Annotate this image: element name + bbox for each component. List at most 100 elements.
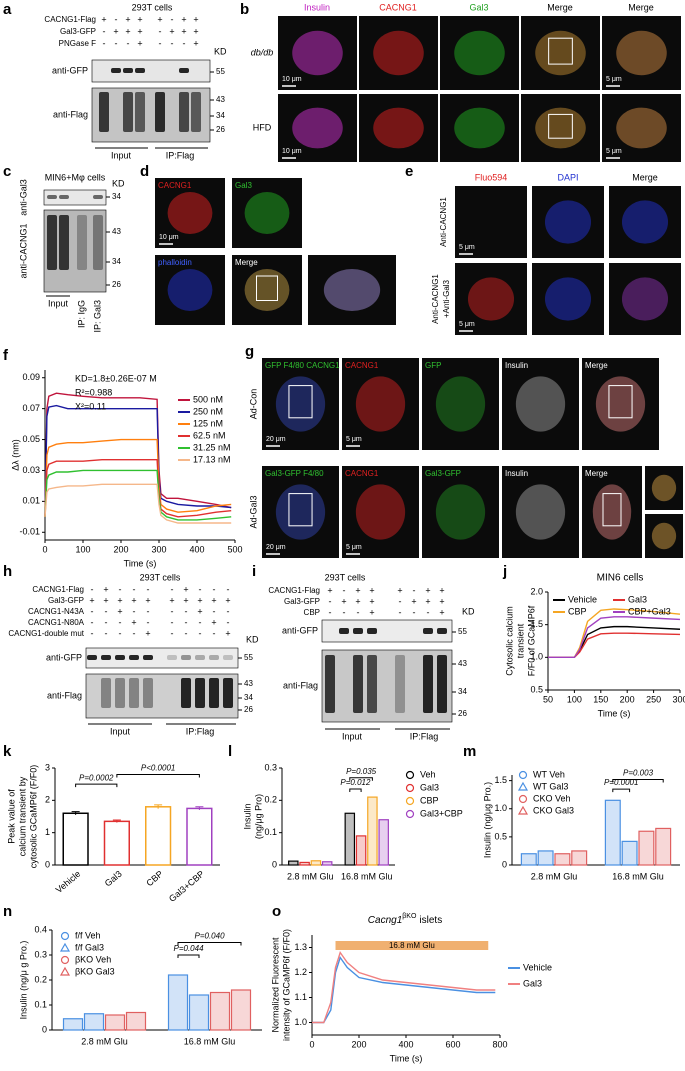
bar	[537, 850, 554, 866]
scale-label: 10 μm	[282, 76, 302, 83]
panel-letter: n	[3, 903, 12, 920]
line-series	[44, 483, 232, 524]
condition-sign: +	[439, 607, 444, 617]
blot-header: MIN6+Mφ cells	[45, 172, 106, 182]
antibody-label: anti-GFP	[282, 625, 318, 635]
condition-sign: +	[411, 596, 416, 606]
legend-label: CKO Gal3	[533, 805, 574, 815]
p-value: P=0.0001	[604, 778, 638, 787]
panel-letter: k	[3, 743, 12, 760]
y-tick-label: 1.3	[294, 942, 307, 952]
line-series	[44, 469, 232, 521]
condition-sign: -	[343, 585, 346, 595]
marker-label: 34	[458, 687, 467, 696]
legend-label: f/f Veh	[75, 930, 101, 940]
bar	[571, 850, 588, 866]
blot-band	[367, 655, 377, 713]
blot-band	[143, 655, 153, 660]
row-label: +Anti-Gal3	[442, 279, 451, 318]
y-tick-label: 0.5	[530, 684, 543, 694]
condition-label: CACNG1-Flag	[44, 15, 96, 24]
condition-sign: -	[213, 606, 216, 616]
y-tick-label: 2	[45, 795, 50, 805]
y-tick-label: 0.3	[264, 762, 277, 772]
zoom-box	[602, 493, 622, 527]
x-tick-label: 2.8 mM Glu	[81, 1036, 128, 1046]
condition-sign: +	[369, 607, 374, 617]
legend-label: CKO Veh	[533, 793, 571, 803]
x-tick-label: 500	[227, 544, 242, 554]
blot-band	[59, 215, 69, 270]
zoom-box	[608, 385, 633, 419]
condition-sign: -	[413, 585, 416, 595]
legend-label: Vehicle	[568, 594, 597, 604]
condition-sign: +	[225, 628, 230, 638]
condition-sign: -	[185, 617, 188, 627]
significance-bracket	[349, 788, 362, 793]
legend-marker	[405, 770, 415, 780]
condition-sign: -	[171, 38, 174, 48]
group-label: IP:Flag	[410, 731, 439, 741]
condition-sign: -	[171, 617, 174, 627]
cell-signal	[515, 484, 566, 540]
condition-sign: +	[181, 26, 186, 36]
scale-label: 5 μm	[459, 244, 475, 251]
legend-marker	[60, 931, 70, 941]
column-label: Insulin	[304, 2, 330, 12]
condition-sign: +	[197, 606, 202, 616]
cell-signal	[435, 376, 486, 432]
condition-sign: +	[425, 585, 430, 595]
condition-sign: +	[369, 596, 374, 606]
channel-label: GFP F4/80 CACNG1	[265, 361, 340, 370]
channel-label: Gal3	[235, 181, 252, 190]
y-tick-label: 0.4	[34, 924, 47, 934]
legend-label: Vehicle	[523, 962, 552, 972]
column-label: Merge	[632, 172, 658, 182]
bar	[167, 974, 189, 1031]
condition-sign: +	[137, 26, 142, 36]
panel-letter: o	[272, 903, 281, 920]
cell-signal	[616, 30, 667, 76]
group-label: IP:Flag	[186, 726, 215, 736]
panel-letter: f	[3, 347, 9, 364]
significance-bracket	[177, 942, 242, 946]
blot-band	[209, 678, 219, 708]
stimulus-bar	[335, 941, 489, 950]
condition-sign: -	[199, 584, 202, 594]
blot-band	[143, 678, 153, 708]
panel-letter: b	[240, 1, 249, 18]
cell-signal	[275, 376, 326, 432]
column-label: Merge	[547, 2, 573, 12]
blot-band	[155, 92, 165, 132]
cell-signal	[373, 30, 424, 76]
condition-sign: +	[425, 596, 430, 606]
x-tick-label: Vehicle	[54, 869, 83, 895]
condition-sign: +	[145, 595, 150, 605]
condition-sign: +	[193, 26, 198, 36]
blot-band	[191, 92, 201, 132]
row-label: Ad-Gal3	[248, 495, 258, 528]
y-tick-label: 0.03	[22, 465, 40, 475]
bar	[604, 799, 621, 866]
condition-sign: -	[115, 38, 118, 48]
blot-band	[179, 68, 189, 73]
marker-label: 34	[112, 192, 121, 201]
x-tick-label: 250	[646, 694, 661, 704]
significance-bracket	[612, 779, 664, 783]
blot-band	[47, 215, 57, 270]
x-tick-label: Gal3	[103, 869, 124, 889]
group-label: Input	[110, 726, 131, 736]
y-tick-label: 0.01	[22, 496, 40, 506]
y-tick-label: 1.2	[294, 967, 307, 977]
condition-sign: +	[103, 595, 108, 605]
blot-band	[167, 655, 177, 660]
scale-label: 10 μm	[159, 234, 179, 241]
channel-label: Merge	[585, 361, 608, 370]
condition-sign: -	[103, 26, 106, 36]
blot-band	[223, 678, 233, 708]
x-tick-label: 50	[543, 694, 553, 704]
y-axis-label: Normalized Fluorescent	[270, 937, 280, 1033]
legend-label: Gal3	[420, 782, 439, 792]
blot-band	[181, 655, 191, 660]
